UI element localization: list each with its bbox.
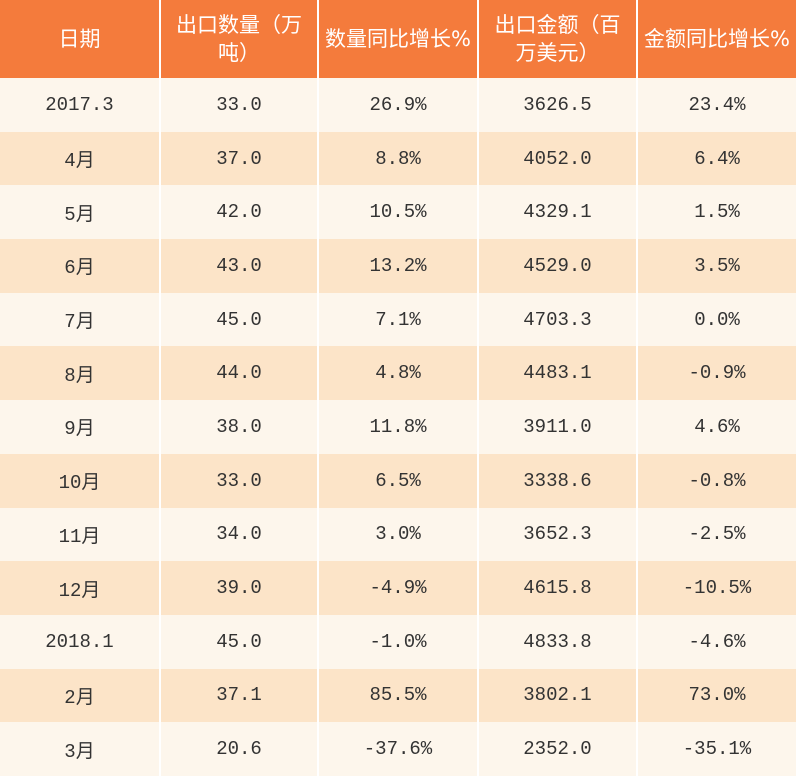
cell-export-value: 3652.3 (479, 507, 636, 562)
cell-export-volume: 45.0 (161, 614, 317, 669)
cell-value-yoy-growth: -10.5% (638, 561, 796, 615)
cell-export-volume: 20.6 (161, 722, 317, 776)
cell-value-yoy-growth: 6.4% (638, 131, 796, 186)
cell-export-volume: 39.0 (161, 561, 317, 615)
cell-volume-yoy-growth: -1.0% (319, 614, 477, 669)
cell-date: 4月 (0, 131, 159, 186)
cell-volume-yoy-growth: -4.9% (319, 561, 477, 615)
column-header-export-volume: 出口数量（万吨） (161, 0, 317, 78)
column-header-label: 金额同比增长% (644, 27, 790, 51)
cell-date: 2月 (0, 668, 159, 723)
cell-date: 9月 (0, 400, 159, 454)
cell-export-value: 4703.3 (479, 292, 636, 347)
cell-value-yoy-growth: 1.5% (638, 185, 796, 240)
cell-date: 5月 (0, 185, 159, 240)
cell-export-value: 4615.8 (479, 561, 636, 615)
cell-date: 3月 (0, 722, 159, 776)
cell-export-volume: 34.0 (161, 507, 317, 562)
cell-value-yoy-growth: -35.1% (638, 722, 796, 776)
cell-date: 10月 (0, 453, 159, 508)
cell-export-value: 4329.1 (479, 185, 636, 240)
cell-export-value: 3802.1 (479, 668, 636, 723)
cell-value-yoy-growth: 23.4% (638, 78, 796, 132)
cell-export-volume: 37.1 (161, 668, 317, 723)
cell-value-yoy-growth: 4.6% (638, 400, 796, 454)
column-header-value-yoy-growth: 金额同比增长% (638, 0, 796, 78)
cell-export-volume: 33.0 (161, 78, 317, 132)
cell-value-yoy-growth: 3.5% (638, 239, 796, 293)
cell-volume-yoy-growth: 7.1% (319, 292, 477, 347)
column-header-volume-yoy-growth: 数量同比增长% (319, 0, 477, 78)
cell-value-yoy-growth: 0.0% (638, 292, 796, 347)
cell-volume-yoy-growth: 10.5% (319, 185, 477, 240)
cell-volume-yoy-growth: 8.8% (319, 131, 477, 186)
cell-export-volume: 38.0 (161, 400, 317, 454)
cell-export-value: 2352.0 (479, 722, 636, 776)
cell-export-value: 3626.5 (479, 78, 636, 132)
column-header-date: 日期 (0, 0, 159, 78)
cell-volume-yoy-growth: 4.8% (319, 346, 477, 401)
cell-date: 7月 (0, 292, 159, 347)
cell-export-value: 4052.0 (479, 131, 636, 186)
cell-export-volume: 42.0 (161, 185, 317, 240)
cell-date: 2017.3 (0, 78, 159, 132)
column-header-export-value: 出口金额（百万美元） (479, 0, 636, 78)
cell-export-volume: 43.0 (161, 239, 317, 293)
cell-volume-yoy-growth: 85.5% (319, 668, 477, 723)
column-header-label: 出口数量（万吨） (176, 13, 302, 65)
column-header-label: 日期 (58, 27, 101, 51)
cell-export-volume: 33.0 (161, 453, 317, 508)
cell-date: 8月 (0, 346, 159, 401)
cell-value-yoy-growth: -2.5% (638, 507, 796, 562)
column-header-label: 出口金额（百万美元） (494, 13, 621, 65)
cell-volume-yoy-growth: 6.5% (319, 453, 477, 508)
cell-value-yoy-growth: -0.9% (638, 346, 796, 401)
cell-date: 2018.1 (0, 614, 159, 669)
column-header-label: 数量同比增长% (325, 27, 471, 51)
cell-export-value: 4833.8 (479, 614, 636, 669)
cell-value-yoy-growth: -0.8% (638, 453, 796, 508)
cell-volume-yoy-growth: 26.9% (319, 78, 477, 132)
cell-value-yoy-growth: -4.6% (638, 614, 796, 669)
cell-export-value: 3911.0 (479, 400, 636, 454)
cell-volume-yoy-growth: 13.2% (319, 239, 477, 293)
cell-volume-yoy-growth: -37.6% (319, 722, 477, 776)
cell-export-value: 4529.0 (479, 239, 636, 293)
cell-export-volume: 44.0 (161, 346, 317, 401)
cell-volume-yoy-growth: 3.0% (319, 507, 477, 562)
cell-export-value: 3338.6 (479, 453, 636, 508)
cell-volume-yoy-growth: 11.8% (319, 400, 477, 454)
cell-export-volume: 45.0 (161, 292, 317, 347)
cell-date: 11月 (0, 507, 159, 562)
cell-value-yoy-growth: 73.0% (638, 668, 796, 723)
cell-export-value: 4483.1 (479, 346, 636, 401)
cell-date: 12月 (0, 561, 159, 615)
cell-date: 6月 (0, 239, 159, 293)
cell-export-volume: 37.0 (161, 131, 317, 186)
